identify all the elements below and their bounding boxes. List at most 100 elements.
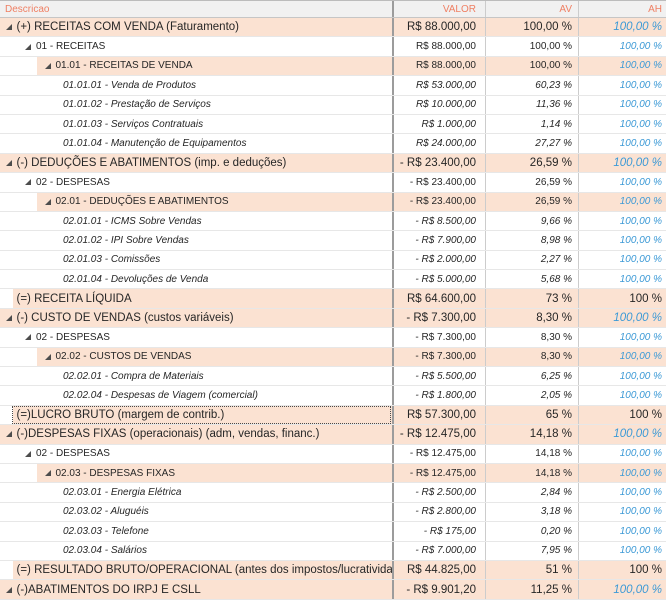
- row-label: 02.01.03 - Comissões: [63, 254, 161, 266]
- cell-av: 2,84 %: [486, 483, 579, 502]
- expand-collapse-icon[interactable]: [5, 314, 13, 322]
- table-row[interactable]: 01.01.04 - Manutenção de Equipamentos R$…: [0, 134, 666, 154]
- cell-av: 73 %: [486, 289, 579, 308]
- cell-ah: 100,00 %: [619, 234, 662, 246]
- table-row[interactable]: 02.02.01 - Compra de Materiais - R$ 5.50…: [0, 367, 666, 387]
- expand-collapse-icon[interactable]: [5, 430, 13, 438]
- table-row[interactable]: (=)LUCRO BRUTO (margem de contrib.) R$ 5…: [0, 405, 666, 426]
- table-row[interactable]: (-)DESPESAS FIXAS (operacionais) (adm, v…: [0, 425, 666, 445]
- column-header-ah[interactable]: AH: [648, 3, 662, 15]
- table-row[interactable]: 02.01.04 - Devoluções de Venda - R$ 5.00…: [0, 270, 666, 290]
- table-row[interactable]: 02.01 - DEDUÇÕES E ABATIMENTOS - R$ 23.4…: [0, 192, 666, 212]
- column-header-descricao[interactable]: Descricao: [0, 1, 394, 17]
- cell-descricao: 02 - DESPESAS: [0, 444, 394, 463]
- cell-descricao: 02.03.01 - Energia Elétrica: [0, 483, 394, 502]
- row-label: (=) RECEITA LÍQUIDA: [16, 292, 132, 305]
- row-label: 01.01.03 - Serviços Contratuais: [63, 118, 204, 130]
- table-row[interactable]: 01.01.01 - Venda de Produtos R$ 53.000,0…: [0, 76, 666, 96]
- row-label: 02.03.02 - Aluguéis: [63, 506, 149, 518]
- cell-valor: - R$ 12.475,00: [394, 425, 486, 444]
- table-row[interactable]: 02.03.03 - Telefone - R$ 175,00 0,20 % 1…: [0, 522, 666, 542]
- table-row[interactable]: (-) CUSTO DE VENDAS (custos variáveis) -…: [0, 308, 666, 329]
- table-row[interactable]: 02.01.02 - IPI Sobre Vendas - R$ 7.900,0…: [0, 231, 666, 251]
- cell-valor: - R$ 7.300,00: [394, 347, 486, 367]
- row-label: 02.02 - CUSTOS DE VENDAS: [55, 351, 192, 363]
- expand-collapse-icon[interactable]: [24, 43, 32, 51]
- table-row[interactable]: 02 - DESPESAS - R$ 12.475,00 14,18 % 100…: [0, 444, 666, 464]
- table-row[interactable]: 02.03.01 - Energia Elétrica - R$ 2.500,0…: [0, 483, 666, 503]
- cell-valor: R$ 53.000,00: [394, 76, 486, 95]
- cell-descricao: (-)ABATIMENTOS DO IRPJ E CSLL: [0, 580, 394, 599]
- cell-descricao: 02.02.04 - Despesas de Viagem (comercial…: [0, 386, 394, 405]
- cell-ah: 100,00 %: [579, 56, 666, 76]
- cell-valor: - R$ 12.475,00: [394, 444, 486, 463]
- expand-collapse-icon[interactable]: [44, 62, 52, 70]
- table-row[interactable]: 02.03.04 - Salários - R$ 7.000,00 7,95 %…: [0, 541, 666, 561]
- cell-ah: 100,00 %: [619, 448, 662, 460]
- cell-valor: - R$ 9.901,20: [394, 580, 486, 599]
- row-label: 02 - DESPESAS: [36, 331, 110, 343]
- cell-valor: - R$ 7.300,00: [394, 308, 486, 328]
- cell-ah: 100,00 %: [619, 138, 662, 150]
- cell-descricao: 02.03 - DESPESAS FIXAS: [0, 463, 394, 483]
- row-label: 01 - RECEITAS: [36, 41, 106, 53]
- cell-av: 14,18 %: [486, 425, 579, 444]
- table-row[interactable]: 02.01.03 - Comissões - R$ 2.000,00 2,27 …: [0, 250, 666, 271]
- table-row[interactable]: 02.02.04 - Despesas de Viagem (comercial…: [0, 386, 666, 406]
- table-row[interactable]: 01 - RECEITAS R$ 88.000,00 100,00 % 100,…: [0, 37, 666, 57]
- cell-ah: 100 %: [579, 560, 666, 580]
- table-row[interactable]: 02 - DESPESAS - R$ 23.400,00 26,59 % 100…: [0, 173, 666, 193]
- expand-collapse-icon[interactable]: [44, 198, 52, 206]
- table-row[interactable]: (+) RECEITAS COM VENDA (Faturamento) R$ …: [0, 18, 666, 38]
- cell-descricao: 02.02 - CUSTOS DE VENDAS: [0, 347, 394, 367]
- row-label: 02.03.04 - Salários: [63, 545, 147, 557]
- cell-valor: - R$ 23.400,00: [394, 173, 486, 192]
- cell-descricao: 01.01.02 - Prestação de Serviços: [0, 95, 394, 114]
- cell-descricao: (-) DEDUÇÕES E ABATIMENTOS (imp. e deduç…: [0, 153, 394, 173]
- expand-collapse-icon[interactable]: [5, 159, 13, 167]
- table-row[interactable]: 02.03.02 - Aluguéis - R$ 2.800,00 3,18 %…: [0, 502, 666, 523]
- column-header-valor[interactable]: VALOR: [394, 1, 486, 17]
- cell-descricao: 02.01.02 - IPI Sobre Vendas: [0, 231, 394, 250]
- expand-collapse-icon[interactable]: [5, 586, 13, 594]
- cell-av: 14,18 %: [486, 444, 579, 463]
- table-row[interactable]: (=) RESULTADO BRUTO/OPERACIONAL (antes d…: [0, 560, 666, 581]
- cell-descricao: 02 - DESPESAS: [0, 328, 394, 347]
- table-row[interactable]: 01.01.02 - Prestação de Serviços R$ 10.0…: [0, 95, 666, 115]
- table-row[interactable]: (-)ABATIMENTOS DO IRPJ E CSLL - R$ 9.901…: [0, 580, 666, 600]
- cell-valor: - R$ 23.400,00: [394, 192, 486, 211]
- cell-ah: 100,00 %: [619, 506, 662, 518]
- cell-valor: - R$ 2.000,00: [394, 250, 486, 270]
- cell-ah: 100,00 %: [619, 118, 662, 130]
- table-row[interactable]: 02.03 - DESPESAS FIXAS - R$ 12.475,00 14…: [0, 463, 666, 484]
- expand-collapse-icon[interactable]: [5, 23, 13, 31]
- cell-valor: - R$ 5.500,00: [394, 367, 486, 386]
- expand-collapse-icon[interactable]: [24, 178, 32, 186]
- table-row[interactable]: 02.01.01 - ICMS Sobre Vendas - R$ 8.500,…: [0, 211, 666, 232]
- cell-ah: 100 %: [579, 405, 666, 425]
- table-row[interactable]: (=) RECEITA LÍQUIDA R$ 64.600,00 73 % 10…: [0, 289, 666, 309]
- row-label: 02.02.04 - Despesas de Viagem (comercial…: [63, 390, 258, 402]
- table-row[interactable]: 01.01.03 - Serviços Contratuais R$ 1.000…: [0, 114, 666, 135]
- cell-descricao: 01.01.01 - Venda de Produtos: [0, 76, 394, 95]
- expand-collapse-icon[interactable]: [24, 333, 32, 341]
- table-row[interactable]: (-) DEDUÇÕES E ABATIMENTOS (imp. e deduç…: [0, 153, 666, 174]
- table-row[interactable]: 01.01 - RECEITAS DE VENDA R$ 88.000,00 1…: [0, 56, 666, 77]
- column-header-av[interactable]: AV: [486, 1, 579, 17]
- table-row[interactable]: 02 - DESPESAS - R$ 7.300,00 8,30 % 100,0…: [0, 328, 666, 348]
- cell-descricao: (-)DESPESAS FIXAS (operacionais) (adm, v…: [0, 425, 394, 444]
- row-label: (=)LUCRO BRUTO (margem de contrib.): [16, 409, 225, 421]
- cell-av: 11,36 %: [486, 95, 579, 114]
- expand-collapse-icon[interactable]: [44, 469, 52, 477]
- expand-collapse-icon[interactable]: [24, 450, 32, 458]
- cell-valor: - R$ 8.500,00: [394, 211, 486, 231]
- cell-av: 100,00 %: [486, 37, 579, 56]
- expand-collapse-icon[interactable]: [44, 353, 52, 361]
- row-label: (-)DESPESAS FIXAS (operacionais) (adm, v…: [16, 428, 320, 441]
- cell-valor: - R$ 1.800,00: [394, 386, 486, 405]
- row-label: (+) RECEITAS COM VENDA (Faturamento): [16, 21, 240, 34]
- cell-ah: 100 %: [579, 289, 666, 308]
- cell-valor: - R$ 2.500,00: [394, 483, 486, 502]
- table-row[interactable]: 02.02 - CUSTOS DE VENDAS - R$ 7.300,00 8…: [0, 347, 666, 368]
- cell-av: 0,20 %: [486, 522, 579, 541]
